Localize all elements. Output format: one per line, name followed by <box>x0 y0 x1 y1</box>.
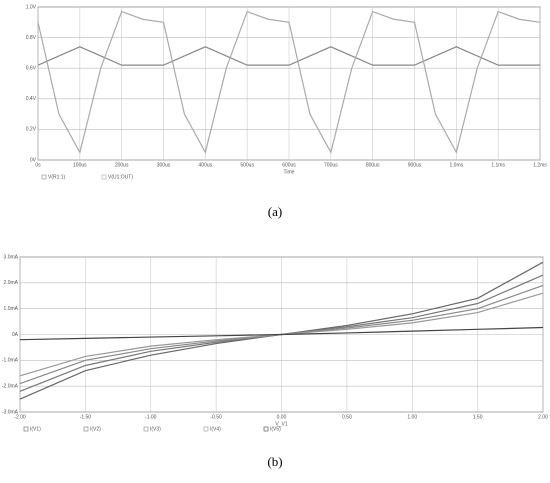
y-tick-label: 0.2V <box>26 127 37 133</box>
legend-label: V(R1:1) <box>48 174 66 180</box>
x-tick-label: 0s <box>35 162 41 168</box>
x-tick-label: 100us <box>73 162 87 168</box>
x-tick-label: 400us <box>199 162 213 168</box>
legend-label: I(V1) <box>30 426 41 432</box>
x-tick-label: -0.50 <box>210 414 222 420</box>
x-tick-label: 2.00 <box>538 414 548 420</box>
x-tick-label: 600us <box>282 162 296 168</box>
series-line <box>37 46 540 66</box>
x-tick-label: 0.00 <box>277 414 287 420</box>
legend-label: V(U1:OUT) <box>108 174 133 180</box>
y-tick-label: 2.0mA <box>4 280 19 286</box>
x-tick-label: 1.50 <box>473 414 483 420</box>
legend-swatch <box>23 426 29 432</box>
legend-label: I(V3) <box>150 426 161 432</box>
x-tick-label: -1.00 <box>145 414 157 420</box>
x-tick-label: 0.50 <box>342 414 352 420</box>
series-line <box>19 326 544 341</box>
x-tick-label: 1.2ms <box>533 162 547 168</box>
y-tick-label: -1.0mA <box>2 358 19 364</box>
legend-swatch <box>83 426 89 432</box>
y-tick-label: 3.0mA <box>4 254 19 260</box>
x-tick-label: 1.1ms <box>491 162 505 168</box>
x-tick-label: -1.50 <box>80 414 92 420</box>
legend-label: I(V5) <box>270 426 281 432</box>
x-axis-label: Time <box>284 169 295 175</box>
x-tick-label: 700us <box>324 162 338 168</box>
x-tick-label: 800us <box>366 162 380 168</box>
caption: (a) <box>268 204 282 219</box>
x-axis-label: V_V1 <box>275 421 287 427</box>
y-tick-label: 1.0V <box>26 4 37 10</box>
y-tick-label: 0V <box>30 157 37 163</box>
x-tick-label: 500us <box>240 162 254 168</box>
series-line <box>37 10 541 154</box>
x-tick-label: -2.00 <box>14 414 26 420</box>
y-tick-label: 0A <box>12 332 19 338</box>
y-tick-label: -3.0mA <box>2 409 19 415</box>
legend-swatch <box>263 426 269 432</box>
legend-swatch <box>101 174 107 180</box>
y-tick-label: 0.8V <box>26 35 37 41</box>
legend-swatch <box>143 426 149 432</box>
y-tick-label: 1.0mA <box>4 306 19 312</box>
x-tick-label: 200us <box>115 162 129 168</box>
x-tick-label: 900us <box>408 162 422 168</box>
legend-label: I(V2) <box>90 426 101 432</box>
x-tick-label: 1.0ms <box>450 162 464 168</box>
y-tick-label: 0.4V <box>26 96 37 102</box>
x-tick-label: 300us <box>157 162 171 168</box>
x-tick-label: 1.00 <box>407 414 417 420</box>
y-tick-label: 0.6V <box>26 66 37 72</box>
caption: (b) <box>267 454 282 469</box>
legend-swatch <box>41 174 47 180</box>
legend-swatch <box>203 426 209 432</box>
legend-label: I(V4) <box>210 426 221 432</box>
y-tick-label: -2.0mA <box>2 383 19 389</box>
